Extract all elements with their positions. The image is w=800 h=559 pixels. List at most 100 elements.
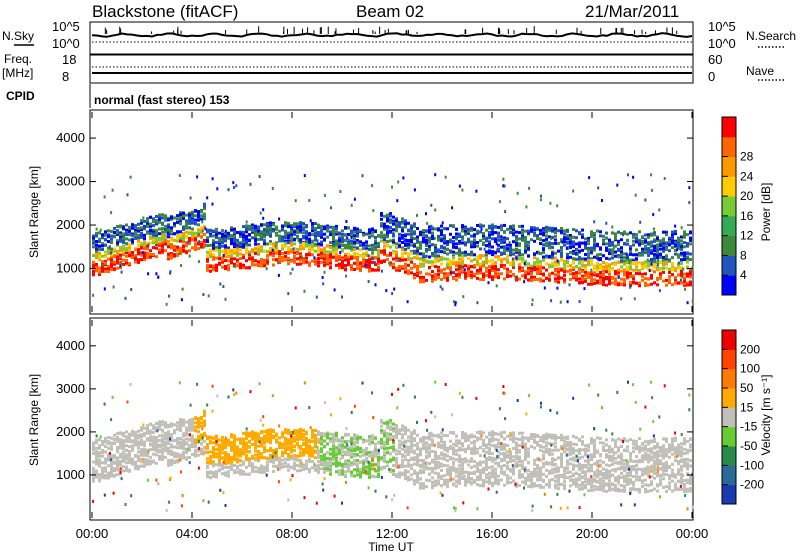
power-cell bbox=[458, 240, 461, 243]
power-cell bbox=[134, 231, 137, 234]
velocity-cell bbox=[254, 454, 257, 457]
power-cell bbox=[305, 225, 308, 228]
power-cell bbox=[317, 249, 320, 252]
power-cell bbox=[281, 252, 284, 255]
power-cell bbox=[158, 242, 161, 245]
velocity-cell bbox=[134, 444, 137, 447]
power-cell bbox=[629, 272, 632, 275]
power-cell bbox=[628, 261, 630, 264]
power-cell bbox=[190, 197, 192, 200]
power-cell bbox=[641, 279, 644, 282]
power-cell bbox=[442, 221, 444, 224]
power-cell bbox=[301, 255, 303, 258]
power-cell bbox=[581, 236, 584, 239]
velocity-cell bbox=[212, 471, 215, 474]
power-cell bbox=[263, 264, 266, 267]
power-cell bbox=[338, 239, 341, 242]
power-cell bbox=[290, 260, 293, 263]
power-cell bbox=[434, 277, 437, 280]
power-cell bbox=[428, 245, 431, 248]
power-cell bbox=[635, 236, 638, 239]
power-cell bbox=[187, 241, 189, 244]
power-cell bbox=[419, 247, 422, 250]
power-cell bbox=[551, 246, 554, 249]
power-cell bbox=[250, 183, 252, 186]
power-cell bbox=[545, 243, 548, 246]
power-cell bbox=[578, 256, 581, 259]
power-cell bbox=[476, 301, 478, 304]
velocity-cell bbox=[95, 441, 98, 444]
power-cell bbox=[692, 300, 694, 303]
velocity-cell bbox=[257, 437, 260, 440]
velocity-cell bbox=[245, 466, 248, 469]
power-cell bbox=[431, 260, 434, 263]
power-cell bbox=[533, 261, 536, 264]
power-cell bbox=[372, 251, 374, 254]
power-cell bbox=[158, 213, 161, 216]
power-cell bbox=[110, 268, 113, 271]
colorbar-swatch bbox=[722, 196, 736, 216]
power-cell bbox=[506, 244, 509, 247]
power-cell bbox=[262, 217, 264, 220]
power-cell bbox=[329, 226, 332, 229]
power-cell bbox=[548, 278, 551, 281]
power-cell bbox=[248, 251, 251, 254]
power-cell bbox=[683, 234, 686, 237]
power-cell bbox=[371, 244, 374, 247]
power-cell bbox=[584, 268, 587, 271]
power-cell bbox=[422, 276, 425, 279]
power-cell bbox=[608, 239, 611, 242]
power-cell bbox=[419, 276, 422, 279]
power-cell bbox=[391, 292, 393, 295]
power-cell bbox=[299, 225, 302, 228]
power-cell bbox=[356, 259, 359, 262]
power-cell bbox=[554, 264, 557, 267]
power-cell bbox=[536, 264, 539, 267]
power-cell bbox=[449, 233, 452, 236]
power-cell bbox=[389, 239, 392, 242]
power-cell bbox=[239, 257, 242, 260]
power-cell bbox=[644, 265, 647, 268]
power-cell bbox=[365, 240, 368, 243]
velocity-cell bbox=[155, 422, 158, 425]
power-cell bbox=[233, 231, 236, 234]
nsearch-label: N.Search bbox=[746, 29, 796, 43]
power-cell bbox=[125, 229, 128, 232]
velocity-cell bbox=[167, 435, 170, 438]
power-cell bbox=[161, 223, 164, 226]
power-cell bbox=[110, 241, 113, 244]
power-cell bbox=[566, 256, 569, 259]
power-cell bbox=[464, 233, 467, 236]
velocity-cell bbox=[110, 465, 113, 468]
power-cell bbox=[374, 257, 377, 260]
power-cell bbox=[491, 250, 494, 253]
power-cell bbox=[599, 279, 602, 282]
power-cell bbox=[299, 229, 302, 232]
velocity-cell bbox=[134, 454, 137, 457]
velocity-cell bbox=[104, 474, 107, 477]
power-cell bbox=[185, 225, 188, 228]
power-cell bbox=[584, 258, 587, 261]
power-cell bbox=[324, 194, 326, 197]
power-cell bbox=[416, 274, 419, 277]
power-cell bbox=[401, 217, 404, 220]
power-cell bbox=[662, 263, 665, 266]
power-cell bbox=[335, 231, 338, 234]
power-cell bbox=[119, 233, 122, 236]
power-cell bbox=[305, 253, 308, 256]
power-cell bbox=[479, 254, 482, 257]
power-cell bbox=[548, 274, 551, 277]
power-cell bbox=[188, 222, 191, 225]
power-cell bbox=[122, 248, 125, 251]
power-cell bbox=[668, 275, 671, 278]
power-cell bbox=[602, 277, 605, 280]
power-cell bbox=[443, 239, 446, 242]
power-cell bbox=[209, 249, 212, 252]
power-cell bbox=[563, 233, 566, 236]
power-cell bbox=[137, 252, 140, 255]
power-cell bbox=[575, 258, 578, 261]
power-cell bbox=[212, 265, 215, 268]
velocity-cell bbox=[191, 439, 194, 442]
power-cell bbox=[545, 226, 548, 229]
power-cell bbox=[401, 222, 404, 225]
